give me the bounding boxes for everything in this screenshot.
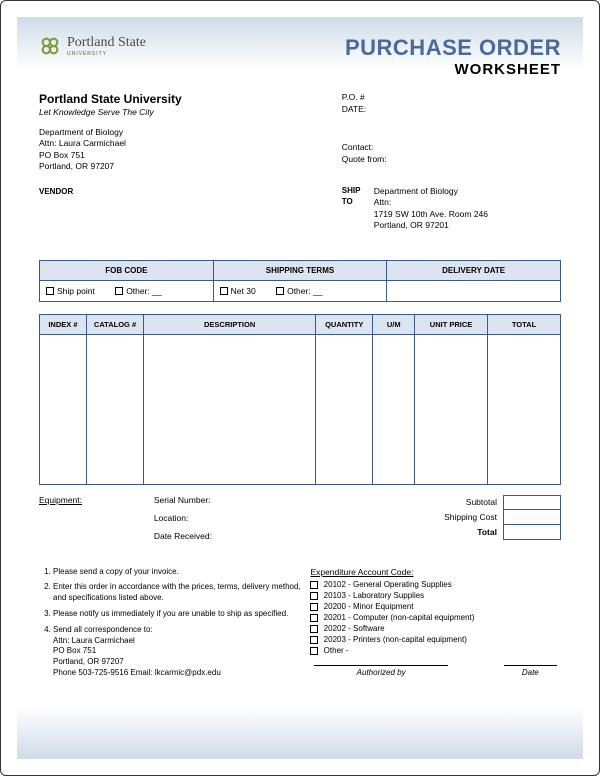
- items-h-unit: UNIT PRICE: [415, 314, 488, 334]
- header-info: Portland State University Let Knowledge …: [39, 92, 561, 232]
- dept-line: Attn: Laura Carmichael: [39, 138, 342, 149]
- equipment-label: Equipment:: [39, 495, 154, 549]
- instr-3: Please notify us immediately if you are …: [53, 609, 310, 620]
- fob-cell: Ship point Other: __: [40, 280, 214, 301]
- instr-2: Enter this order in accordance with the …: [53, 582, 310, 604]
- items-h-total: TOTAL: [488, 314, 561, 334]
- instr-4: Send all correspondence to: Attn: Laura …: [53, 625, 310, 679]
- quote-label: Quote from:: [342, 154, 561, 166]
- subtotal-label: Subtotal: [352, 495, 503, 510]
- total-box[interactable]: [503, 525, 561, 540]
- equipment-fields: Serial Number: Location: Date Received:: [154, 495, 352, 549]
- total-label: Total: [352, 525, 503, 540]
- ship-address: Department of Biology Attn: 1719 SW 10th…: [374, 186, 561, 232]
- terms-header-delivery: DELIVERY DATE: [387, 260, 561, 280]
- dept-line: PO Box 751: [39, 150, 342, 161]
- logo-text: Portland State: [67, 35, 146, 51]
- items-empty-row: [40, 334, 561, 484]
- items-h-um: U/M: [373, 314, 415, 334]
- authorized-by: Authorized by: [314, 665, 447, 677]
- checkbox-net30[interactable]: [220, 287, 228, 295]
- instructions: Please send a copy of your invoice. Ente…: [39, 567, 310, 684]
- dept-line: Department of Biology: [39, 127, 342, 138]
- checkbox-code[interactable]: [310, 603, 318, 611]
- interlock-icon: [39, 35, 61, 57]
- checkbox-code[interactable]: [310, 592, 318, 600]
- po-number-label: P.O. #: [342, 92, 561, 102]
- university-name: Portland State University: [39, 92, 342, 106]
- checkbox-code[interactable]: [310, 581, 318, 589]
- top-row: Portland State UNIVERSITY PURCHASE ORDER…: [39, 35, 561, 78]
- sig-date: Date: [504, 665, 557, 677]
- header-left: Portland State University Let Knowledge …: [39, 92, 342, 232]
- checkbox-ship-point[interactable]: [46, 287, 54, 295]
- date-received-label: Date Received:: [154, 531, 352, 541]
- title-block: PURCHASE ORDER WORKSHEET: [345, 35, 561, 78]
- checkbox-code[interactable]: [310, 614, 318, 622]
- equipment-summary: Equipment: Serial Number: Location: Date…: [39, 495, 561, 549]
- bottom-row: Please send a copy of your invoice. Ente…: [39, 567, 561, 684]
- serial-label: Serial Number:: [154, 495, 352, 505]
- subtotal-box[interactable]: [503, 495, 561, 510]
- logo-block: Portland State UNIVERSITY: [39, 35, 146, 57]
- items-h-qty: QUANTITY: [316, 314, 373, 334]
- checkbox-ship-other[interactable]: [276, 287, 284, 295]
- checkbox-code[interactable]: [310, 625, 318, 633]
- items-h-catalog: CATALOG #: [86, 314, 143, 334]
- ship-to-label: SHIP TO: [342, 186, 374, 232]
- title-sub: WORKSHEET: [345, 61, 561, 78]
- shipping-cost-label: Shipping Cost: [352, 510, 503, 525]
- shipping-box[interactable]: [503, 510, 561, 525]
- title-main: PURCHASE ORDER: [345, 35, 561, 61]
- location-label: Location:: [154, 513, 352, 523]
- terms-header-shipping: SHIPPING TERMS: [213, 260, 387, 280]
- header-right: P.O. # DATE: Contact: Quote from: SHIP T…: [342, 92, 561, 232]
- contact-label: Contact:: [342, 142, 561, 154]
- ship-line: 1719 SW 10th Ave. Room 246: [374, 209, 561, 220]
- items-h-index: INDEX #: [40, 314, 87, 334]
- po-worksheet: Portland State UNIVERSITY PURCHASE ORDER…: [17, 17, 583, 759]
- delivery-cell[interactable]: [387, 280, 561, 301]
- checkbox-fob-other[interactable]: [115, 287, 123, 295]
- items-h-desc: DESCRIPTION: [144, 314, 316, 334]
- codes-title: Expenditure Account Code:: [310, 567, 561, 577]
- contact-block: Contact: Quote from:: [342, 142, 561, 166]
- checkbox-code[interactable]: [310, 636, 318, 644]
- corr-addr: Attn: Laura Carmichael PO Box 751 Portla…: [53, 636, 310, 679]
- ship-line: Portland, OR 97201: [374, 220, 561, 231]
- totals-block: Subtotal Shipping Cost Total: [352, 495, 561, 549]
- dept-address: Department of Biology Attn: Laura Carmic…: [39, 127, 342, 173]
- date-label: DATE:: [342, 104, 561, 114]
- terms-table: FOB CODE SHIPPING TERMS DELIVERY DATE Sh…: [39, 260, 561, 302]
- shipping-cell: Net 30 Other: __: [213, 280, 387, 301]
- items-table: INDEX # CATALOG # DESCRIPTION QUANTITY U…: [39, 314, 561, 485]
- checkbox-code[interactable]: [310, 647, 318, 655]
- ship-line: Attn:: [374, 197, 561, 208]
- vendor-label: VENDOR: [39, 187, 342, 196]
- dept-line: Portland, OR 97207: [39, 161, 342, 172]
- expenditure-codes: Expenditure Account Code: 20102 - Genera…: [310, 567, 561, 684]
- instr-1: Please send a copy of your invoice.: [53, 567, 310, 578]
- ship-block: SHIP TO Department of Biology Attn: 1719…: [342, 186, 561, 232]
- ship-line: Department of Biology: [374, 186, 561, 197]
- tagline: Let Knowledge Serve The City: [39, 107, 342, 117]
- logo-subtext: UNIVERSITY: [67, 51, 146, 57]
- signature-row: Authorized by Date: [310, 665, 561, 677]
- terms-header-fob: FOB CODE: [40, 260, 214, 280]
